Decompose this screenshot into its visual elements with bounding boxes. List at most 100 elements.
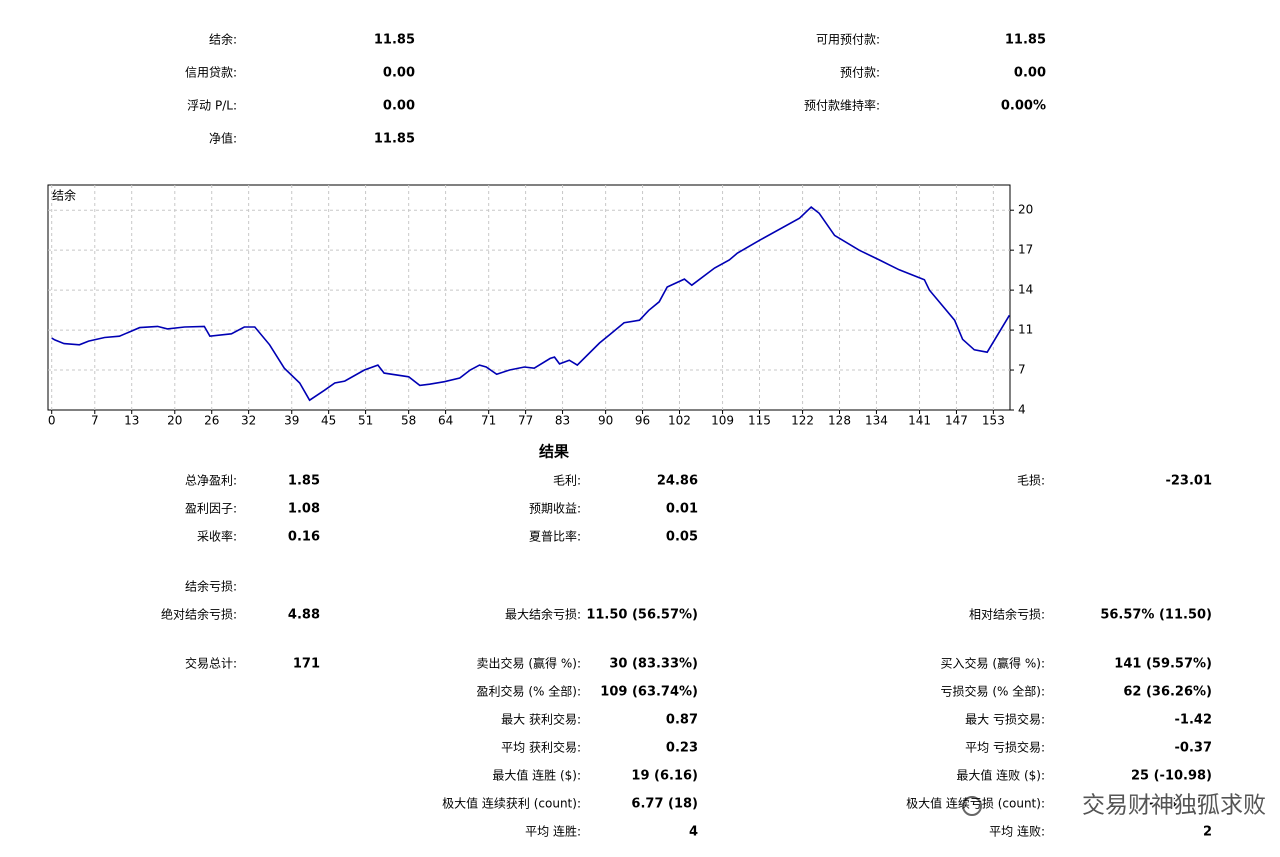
result-value: 4.88: [288, 608, 320, 623]
result-value: 25 (-10.98): [1131, 769, 1212, 784]
result-value: -3.98 (5): [1149, 797, 1212, 812]
x-tick-label: 32: [241, 414, 256, 428]
result-label: 亏损交易 (% 全部):: [941, 684, 1045, 699]
x-tick-label: 0: [48, 414, 56, 428]
x-tick-label: 147: [945, 414, 968, 428]
result-value: 0.05: [666, 530, 698, 545]
result-label: 夏普比率:: [529, 529, 581, 544]
y-tick-label: 14: [1018, 283, 1033, 297]
result-value: 0.16: [288, 530, 320, 545]
result-label: 卖出交易 (赢得 %):: [477, 656, 581, 671]
summary-label: 预付款维持率:: [804, 98, 880, 113]
result-value: 109 (63.74%): [600, 685, 698, 700]
result-label: 预期收益:: [529, 502, 581, 516]
result-value: -23.01: [1165, 474, 1212, 489]
result-label: 平均 亏损交易:: [965, 740, 1045, 755]
result-value: 56.57% (11.50): [1100, 608, 1212, 623]
x-tick-label: 71: [481, 414, 496, 428]
chart-frame: [47, 184, 1011, 411]
result-label: 最大 亏损交易:: [965, 712, 1045, 727]
x-tick-label: 26: [204, 414, 219, 428]
result-label: 平均 连败:: [989, 824, 1045, 839]
watermark: 交易财神独孤求败: [1082, 793, 1266, 819]
result-label: 最大值 连败 ($):: [956, 768, 1045, 783]
result-value: 0.87: [666, 713, 698, 728]
x-tick-label: 7: [91, 414, 99, 428]
result-value: 24.86: [657, 474, 698, 489]
x-tick-label: 77: [518, 414, 533, 428]
result-value: 2: [1203, 825, 1212, 840]
x-tick-label: 58: [401, 414, 416, 428]
result-label: 平均 连胜:: [525, 824, 581, 839]
results-title: 结果: [539, 443, 570, 461]
result-label: 盈利因子:: [185, 502, 237, 516]
x-tick-label: 153: [982, 414, 1005, 428]
result-label: 毛利:: [553, 474, 581, 488]
y-tick-label: 7: [1018, 363, 1026, 377]
summary-label: 净值:: [209, 131, 237, 146]
result-label: 最大 获利交易:: [501, 712, 581, 727]
result-label: 采收率:: [197, 529, 237, 544]
summary-value: 0.00: [1014, 66, 1046, 81]
result-value: 1.85: [288, 474, 320, 489]
x-tick-label: 20: [167, 414, 182, 428]
summary-label: 信用贷款:: [185, 66, 237, 80]
result-label: 最大结余亏损:: [505, 607, 581, 622]
summary-value: 11.85: [1005, 33, 1046, 48]
x-tick-label: 13: [124, 414, 139, 428]
summary-value: 0.00: [383, 66, 415, 81]
x-tick-label: 83: [555, 414, 570, 428]
watermark-icon: [962, 796, 982, 816]
x-tick-label: 134: [865, 414, 888, 428]
result-value: 0.01: [666, 502, 698, 517]
result-label: 相对结余亏损:: [969, 607, 1045, 622]
result-value: 4: [689, 825, 698, 840]
result-value: 19 (6.16): [631, 769, 698, 784]
result-label: 交易总计:: [185, 656, 237, 671]
x-tick-label: 45: [321, 414, 336, 428]
y-tick-label: 4: [1018, 403, 1026, 417]
summary-value: 0.00: [383, 99, 415, 114]
summary-label: 浮动 P/L:: [187, 99, 237, 113]
x-tick-label: 122: [791, 414, 814, 428]
result-value: 62 (36.26%): [1123, 685, 1212, 700]
result-label: 结余亏损:: [185, 579, 237, 594]
result-value: -1.42: [1175, 713, 1212, 728]
balance-line: [51, 206, 1011, 402]
x-tick-label: 102: [668, 414, 691, 428]
result-label: 买入交易 (赢得 %):: [941, 656, 1045, 671]
result-label: 绝对结余亏损:: [161, 607, 237, 622]
result-value: 30 (83.33%): [609, 657, 698, 672]
chart-title: 结余: [52, 188, 76, 203]
summary-label: 结余:: [209, 32, 237, 47]
result-value: 11.50 (56.57%): [586, 608, 698, 623]
result-label: 极大值 连续亏损 (count):: [906, 796, 1045, 811]
result-label: 最大值 连胜 ($):: [492, 768, 581, 783]
result-label: 极大值 连续获利 (count):: [442, 796, 581, 811]
summary-value: 11.85: [374, 33, 415, 48]
result-value: -0.37: [1175, 741, 1212, 756]
result-value: 171: [293, 657, 320, 672]
x-tick-label: 96: [635, 414, 650, 428]
x-tick-label: 109: [711, 414, 734, 428]
x-tick-label: 64: [438, 414, 453, 428]
summary-value: 0.00%: [1001, 99, 1046, 114]
result-value: 6.77 (18): [631, 797, 698, 812]
x-tick-label: 39: [284, 414, 299, 428]
y-tick-label: 11: [1018, 323, 1033, 337]
result-value: 0.23: [666, 741, 698, 756]
result-label: 毛损:: [1017, 474, 1045, 488]
result-label: 平均 获利交易:: [501, 740, 581, 755]
x-tick-label: 128: [828, 414, 851, 428]
result-label: 盈利交易 (% 全部):: [477, 684, 581, 699]
y-tick-label: 17: [1018, 243, 1033, 257]
summary-value: 11.85: [374, 132, 415, 147]
x-tick-label: 141: [908, 414, 931, 428]
x-tick-label: 115: [748, 414, 771, 428]
result-label: 总净盈利:: [185, 474, 237, 488]
result-value: 141 (59.57%): [1114, 657, 1212, 672]
summary-label: 可用预付款:: [816, 33, 880, 47]
summary-label: 预付款:: [840, 66, 880, 80]
x-tick-label: 51: [358, 414, 373, 428]
